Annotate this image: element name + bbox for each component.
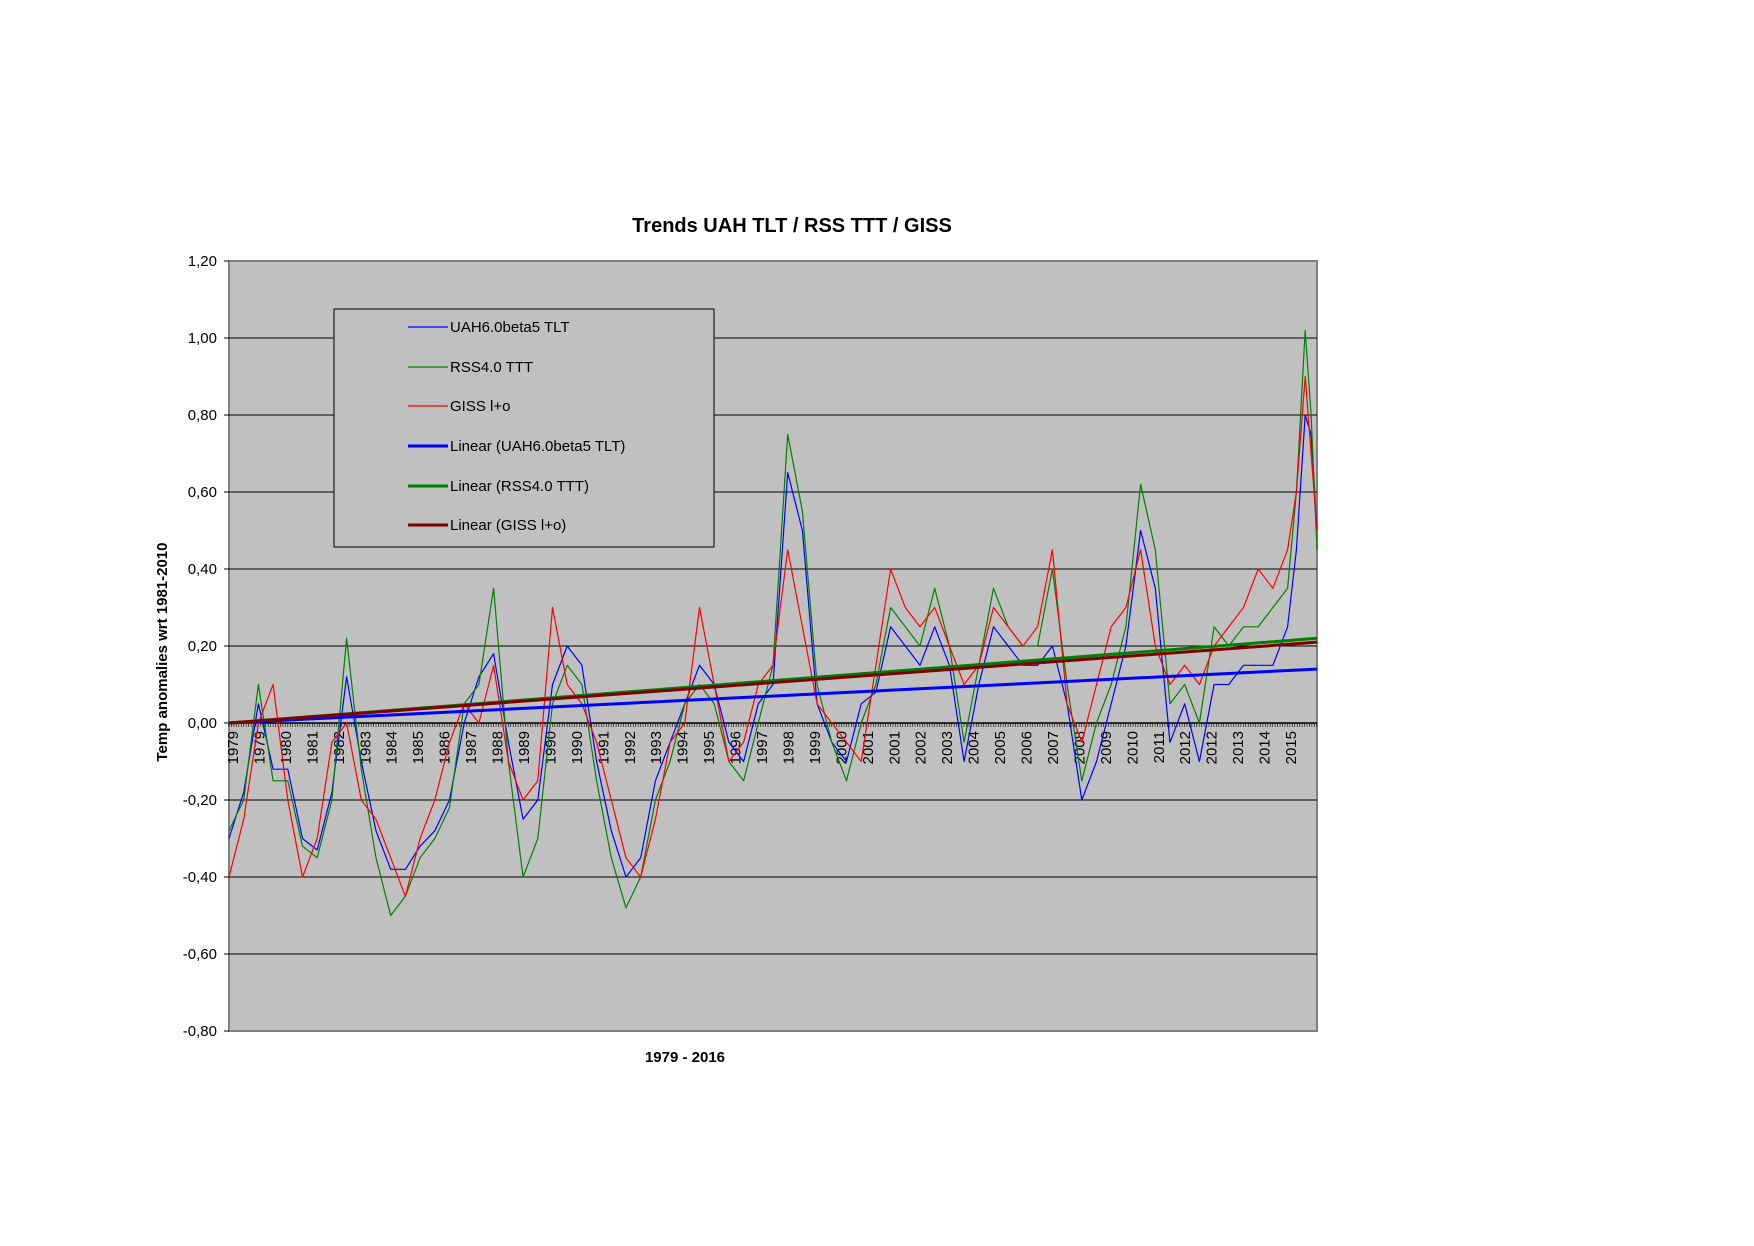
x-tick-label: 1993	[648, 731, 665, 764]
chart-title: Trends UAH TLT / RSS TTT / GISS	[632, 215, 952, 237]
legend-entry: Linear (GISS l+o)	[450, 517, 566, 534]
x-tick-label: 2014	[1257, 731, 1274, 764]
x-tick-label: 2015	[1283, 731, 1300, 764]
x-tick-label: 1992	[622, 731, 639, 764]
y-tick-label: -0,40	[183, 869, 217, 886]
x-tick-label: 1979	[225, 731, 242, 764]
y-tick-label: -0,80	[183, 1023, 217, 1040]
trend-line-linear-giss-l-o-	[228, 640, 1318, 725]
y-tick-label: 0,20	[188, 638, 217, 655]
x-tick-label: 2007	[1045, 731, 1062, 764]
x-tick-label: 1984	[384, 731, 401, 764]
y-axis: 1,20 1,00 0,80 0,60 0,40 0,20 0,00 -0,20 -0,40 -0…	[183, 253, 229, 1040]
legend-entry: Linear (UAH6.0beta5 TLT)	[450, 438, 625, 455]
x-tick-label: 1990	[569, 731, 586, 764]
x-tick-label: 1980	[278, 731, 295, 764]
legend-entry: RSS4.0 TTT	[450, 359, 533, 376]
legend-entry: Linear (RSS4.0 TTT)	[450, 478, 589, 495]
y-tick-label: 0,60	[188, 484, 217, 501]
x-tick-label: 2002	[913, 731, 930, 764]
legend: UAH6.0beta5 TLT RSS4.0 TTT GISS l+o Linear …	[333, 308, 715, 548]
x-tick-label: 1999	[807, 731, 824, 764]
x-tick-label: 1985	[410, 731, 427, 764]
x-tick-label: 1997	[754, 731, 771, 764]
legend-entry: GISS l+o	[450, 398, 510, 415]
x-tick-label: 1996	[728, 731, 745, 764]
x-tick-label: 2011	[1151, 731, 1168, 763]
x-tick-label: 2001	[886, 731, 903, 764]
x-tick-label: 2013	[1230, 731, 1247, 764]
x-tick-label: 2004	[966, 731, 983, 764]
x-tick-label: 2012	[1177, 731, 1194, 764]
trend-line-linear-uah6-0beta5-tlt-	[228, 667, 1318, 725]
series-line-giss-l-o	[228, 375, 1318, 897]
x-tick-label: 1982	[331, 731, 348, 764]
x-tick-label: 1983	[357, 731, 374, 764]
x-axis-title: 1979 - 2016	[645, 1049, 725, 1066]
x-tick-label: 1986	[437, 731, 454, 764]
y-axis-title: Temp anomalies wrt 1981-2010	[154, 543, 171, 762]
x-tick-label: 1989	[516, 731, 533, 764]
y-tick-label: -0,60	[183, 946, 217, 963]
x-tick-label: 1988	[490, 731, 507, 764]
x-tick-label: 2006	[1019, 731, 1036, 764]
x-tick-label: 1994	[675, 731, 692, 764]
x-tick-label: 1981	[304, 731, 321, 764]
legend-box	[333, 308, 715, 548]
y-tick-label: 0,00	[188, 715, 217, 732]
x-tick-label: 2001	[860, 731, 877, 764]
x-tick-label: 1995	[701, 731, 718, 764]
y-tick-label: 0,80	[188, 407, 217, 424]
series-line-rss4-0-ttt	[228, 329, 1318, 917]
series-layer	[228, 329, 1318, 917]
y-tick-label: 0,40	[188, 561, 217, 578]
x-tick-label: 2012	[1204, 731, 1221, 764]
y-tick-label: 1,20	[188, 253, 217, 270]
legend-entry: UAH6.0beta5 TLT	[450, 319, 570, 336]
x-axis: 1979 1979 1980 1981 1982 1983 1984 1985 1986 1987…	[225, 723, 1318, 764]
y-tick-label: 1,00	[188, 330, 217, 347]
x-tick-label: 2005	[992, 731, 1009, 764]
x-tick-label: 2003	[939, 731, 956, 764]
series-line-uah6-0beta5-tlt	[228, 414, 1318, 878]
x-tick-label: 2010	[1124, 731, 1141, 764]
x-tick-label: 1998	[780, 731, 797, 764]
x-tick-label: 1987	[463, 731, 480, 764]
y-tick-label: -0,20	[183, 792, 217, 809]
